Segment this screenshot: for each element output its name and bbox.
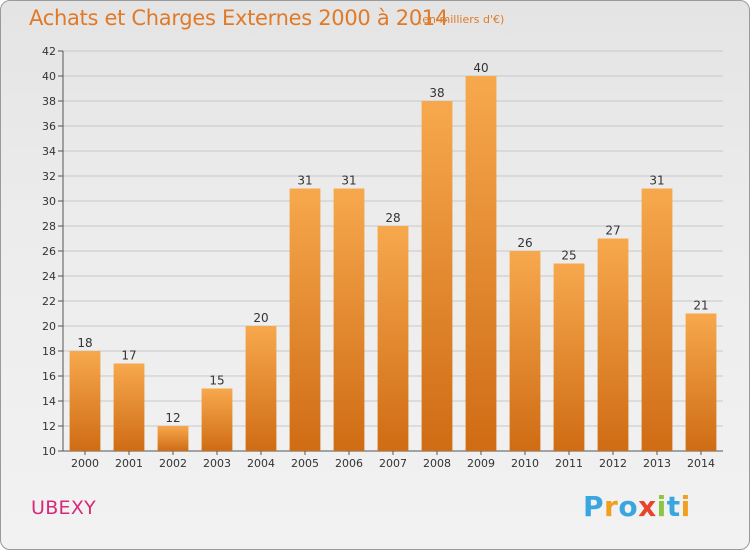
place-name: UBEXY <box>31 497 97 519</box>
x-tick-label: 2003 <box>203 457 231 470</box>
bar <box>465 76 497 451</box>
data-label: 17 <box>121 349 136 363</box>
logo-letter: o <box>618 490 639 523</box>
bar <box>377 226 409 451</box>
bar <box>509 251 541 451</box>
x-tick-label: 2013 <box>643 457 671 470</box>
x-tick-label: 2000 <box>71 457 99 470</box>
bar <box>245 326 277 451</box>
bar <box>641 188 673 451</box>
y-tick-label: 34 <box>42 145 56 158</box>
data-label: 26 <box>517 236 532 250</box>
data-label: 12 <box>165 411 180 425</box>
data-label: 40 <box>473 61 488 75</box>
x-tick-label: 2001 <box>115 457 143 470</box>
y-tick-label: 20 <box>42 320 56 333</box>
data-label: 25 <box>561 249 576 263</box>
bar <box>553 263 585 451</box>
bar <box>333 188 365 451</box>
unit-note: (en milliers d'€) <box>418 13 505 26</box>
data-label: 27 <box>605 224 620 238</box>
y-tick-label: 28 <box>42 220 56 233</box>
bar <box>685 313 717 451</box>
bar <box>289 188 321 451</box>
y-tick-label: 18 <box>42 345 56 358</box>
logo-letter: i <box>656 490 667 523</box>
y-tick-label: 42 <box>42 45 56 58</box>
y-tick-label: 26 <box>42 245 56 258</box>
y-tick-label: 10 <box>42 445 56 458</box>
chart-title: Achats et Charges Externes 2000 à 2014 <box>29 6 449 30</box>
x-tick-label: 2014 <box>687 457 715 470</box>
y-tick-label: 38 <box>42 95 56 108</box>
y-tick-label: 24 <box>42 270 56 283</box>
x-tick-label: 2006 <box>335 457 363 470</box>
data-label: 38 <box>429 86 444 100</box>
x-tick-label: 2002 <box>159 457 187 470</box>
data-label: 31 <box>649 174 664 188</box>
data-label: 31 <box>341 174 356 188</box>
x-tick-label: 2004 <box>247 457 275 470</box>
x-tick-label: 2005 <box>291 457 319 470</box>
data-label: 28 <box>385 211 400 225</box>
logo-letter: P <box>583 490 605 523</box>
bar <box>597 238 629 451</box>
y-tick-label: 12 <box>42 420 56 433</box>
x-tick-label: 2011 <box>555 457 583 470</box>
logo-letter: t <box>666 490 681 523</box>
x-tick-label: 2010 <box>511 457 539 470</box>
y-tick-label: 36 <box>42 120 56 133</box>
logo-letter: x <box>638 490 657 523</box>
y-tick-label: 14 <box>42 395 56 408</box>
y-tick-label: 30 <box>42 195 56 208</box>
y-tick-label: 16 <box>42 370 56 383</box>
y-tick-label: 22 <box>42 295 56 308</box>
y-tick-label: 32 <box>42 170 56 183</box>
bar <box>421 101 453 451</box>
x-tick-label: 2008 <box>423 457 451 470</box>
logo-letter: r <box>604 490 619 523</box>
data-label: 18 <box>77 336 92 350</box>
x-tick-label: 2007 <box>379 457 407 470</box>
bar <box>69 351 101 451</box>
y-tick-label: 40 <box>42 70 56 83</box>
data-label: 21 <box>693 299 708 313</box>
data-label: 20 <box>253 311 268 325</box>
bar <box>201 388 233 451</box>
bar <box>157 426 189 451</box>
bar <box>113 363 145 451</box>
data-label: 15 <box>209 374 224 388</box>
logo-letter: i <box>680 490 691 523</box>
data-label: 31 <box>297 174 312 188</box>
x-tick-label: 2012 <box>599 457 627 470</box>
x-tick-label: 2009 <box>467 457 495 470</box>
